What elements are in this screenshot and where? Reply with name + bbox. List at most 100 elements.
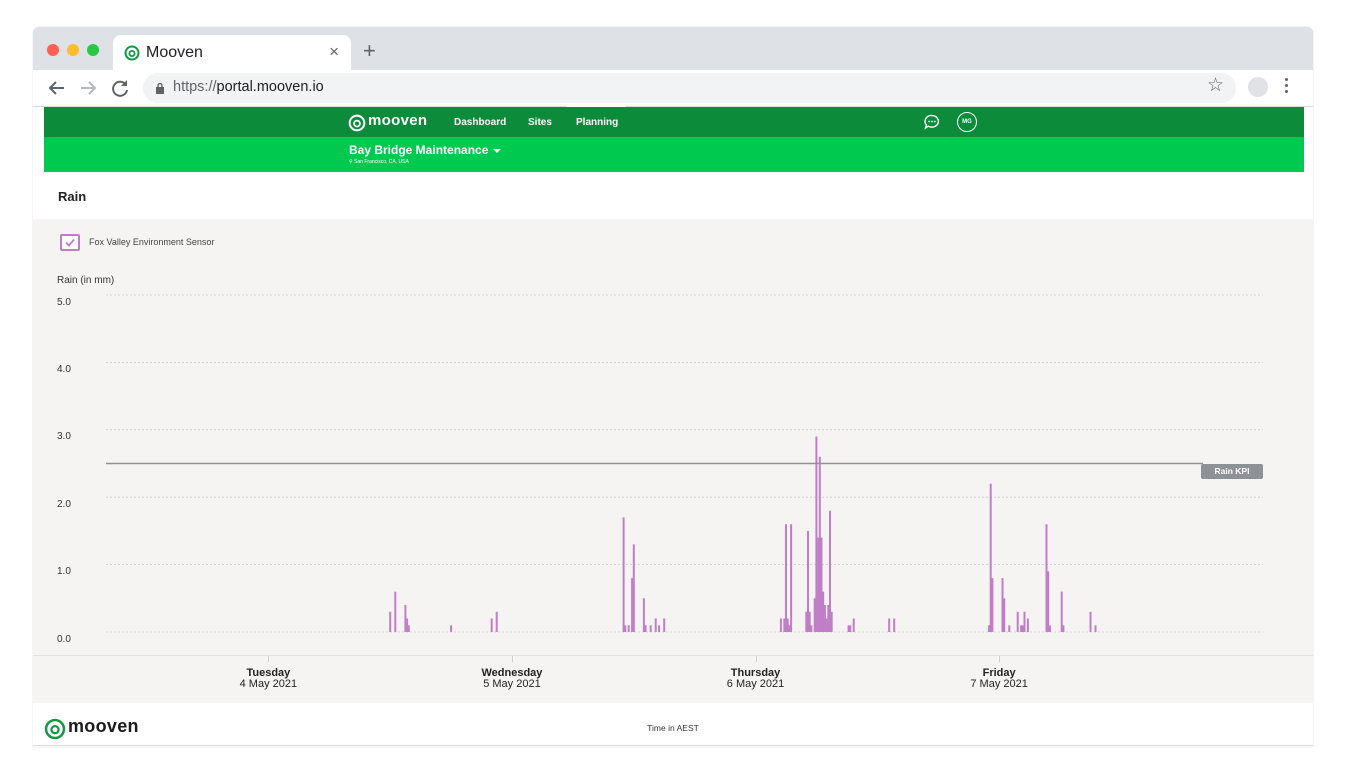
nav-dashboard[interactable]: Dashboard	[454, 117, 507, 128]
rain-bar[interactable]	[893, 618, 896, 633]
rain-bar[interactable]	[1003, 598, 1006, 632]
rain-bar[interactable]	[790, 524, 793, 632]
rain-bar[interactable]	[827, 605, 830, 632]
chat-icon[interactable]	[923, 113, 941, 131]
maximize-window-button[interactable]	[87, 44, 99, 56]
rain-bar[interactable]	[808, 611, 811, 632]
rain-bar[interactable]	[825, 618, 828, 633]
browser-tab[interactable]: Mooven ×	[113, 35, 351, 70]
close-tab-icon[interactable]: ×	[329, 42, 339, 61]
rain-bar[interactable]	[805, 611, 808, 632]
rain-bar[interactable]	[642, 598, 645, 632]
rain-bar[interactable]	[1016, 611, 1019, 632]
rain-bar[interactable]	[852, 618, 855, 633]
rain-bar[interactable]	[622, 517, 625, 632]
site-header: Bay Bridge Maintenance ⚲ San Francisco, …	[44, 137, 1304, 172]
rain-bar[interactable]	[1008, 625, 1011, 632]
rain-bar[interactable]	[1048, 625, 1051, 632]
rain-bar[interactable]	[404, 605, 407, 632]
app-page: mooven Dashboard Sites Planning MG Bay B…	[33, 104, 1313, 747]
rain-bar[interactable]	[406, 618, 409, 633]
close-window-button[interactable]	[47, 44, 59, 56]
nav-sites[interactable]: Sites	[528, 117, 552, 128]
rain-bar[interactable]	[815, 436, 818, 633]
rain-chart: Fox Valley Environment Sensor Rain (in m…	[33, 219, 1313, 703]
rain-bar[interactable]	[389, 611, 392, 632]
user-avatar[interactable]: MG	[957, 112, 977, 132]
minimize-window-button[interactable]	[67, 44, 79, 56]
rain-bar[interactable]	[823, 605, 826, 632]
x-tick-date: 6 May 2021	[726, 678, 785, 690]
rain-bar[interactable]	[988, 625, 990, 632]
tab-title: Mooven	[146, 44, 203, 61]
rain-bar[interactable]	[1020, 625, 1023, 632]
back-arrow-icon[interactable]	[45, 76, 69, 100]
rain-bar[interactable]	[822, 591, 825, 632]
rain-bar[interactable]	[1094, 625, 1097, 632]
rain-bar[interactable]	[810, 625, 813, 632]
reload-icon[interactable]	[108, 76, 132, 100]
x-tick	[999, 656, 1001, 662]
rain-bar[interactable]	[1001, 578, 1004, 632]
rain-bar[interactable]	[495, 611, 498, 632]
rain-bar[interactable]	[818, 456, 821, 632]
y-tick-label: 3.0	[57, 431, 71, 442]
rain-bar[interactable]	[394, 591, 397, 632]
rain-bar[interactable]	[1023, 611, 1026, 632]
rain-bar[interactable]	[783, 618, 786, 633]
rain-bar[interactable]	[1089, 611, 1092, 632]
rain-bar[interactable]	[450, 625, 453, 632]
rain-bar[interactable]	[788, 625, 791, 632]
rain-bar[interactable]	[888, 618, 891, 633]
y-tick-label: 1.0	[57, 566, 71, 577]
new-tab-icon[interactable]: +	[363, 38, 376, 63]
forward-arrow-icon[interactable]	[76, 76, 100, 100]
profile-avatar[interactable]	[1248, 77, 1268, 97]
legend-checkbox[interactable]	[60, 234, 80, 251]
rain-bar[interactable]	[820, 537, 823, 632]
x-tick-day: Friday	[982, 667, 1016, 679]
rain-bar[interactable]	[807, 530, 809, 632]
x-tick-label: Friday 7 May 2021	[939, 668, 1059, 690]
rain-bar[interactable]	[991, 578, 994, 632]
rain-bar[interactable]	[813, 598, 816, 632]
rain-bar[interactable]	[830, 611, 833, 632]
y-tick-label: 0.0	[57, 634, 71, 645]
rain-bar[interactable]	[658, 625, 661, 632]
rain-bar[interactable]	[847, 625, 850, 632]
rain-bar[interactable]	[1062, 625, 1065, 632]
rain-bar[interactable]	[779, 618, 782, 633]
rain-bar[interactable]	[1021, 625, 1024, 632]
rain-bar[interactable]	[627, 625, 630, 632]
url-text: https://portal.mooven.io	[173, 79, 324, 95]
rain-bar[interactable]	[490, 618, 493, 633]
rain-bar[interactable]	[1045, 524, 1048, 632]
rain-bar[interactable]	[632, 544, 635, 632]
rain-bar[interactable]	[849, 625, 852, 632]
rain-bar[interactable]	[624, 625, 627, 632]
divider	[33, 745, 1313, 746]
rain-bar[interactable]	[1047, 571, 1050, 632]
plot-area	[106, 294, 1263, 633]
rain-bar[interactable]	[644, 625, 647, 632]
rain-bar[interactable]	[663, 618, 666, 633]
rain-bar[interactable]	[786, 618, 789, 633]
rain-bar[interactable]	[631, 578, 634, 632]
nav-planning[interactable]: Planning	[576, 117, 619, 128]
rain-bar[interactable]	[649, 625, 652, 632]
rain-bar[interactable]	[1060, 591, 1063, 632]
lock-icon	[156, 82, 164, 94]
rain-bar[interactable]	[407, 625, 410, 632]
rain-bar[interactable]	[989, 483, 992, 632]
x-tick-date: 5 May 2021	[483, 678, 541, 690]
rain-bar[interactable]	[829, 510, 831, 632]
bookmark-star-icon[interactable]: ☆	[1207, 75, 1225, 96]
x-axis: Tuesday 4 May 2021 Wednesday 5 May 2021 Thur…	[33, 655, 1313, 703]
browser-menu-icon[interactable]	[1285, 78, 1289, 98]
site-selector[interactable]: Bay Bridge Maintenance	[349, 143, 502, 157]
rain-bar[interactable]	[1026, 618, 1029, 633]
rain-bar[interactable]	[654, 618, 657, 633]
rain-bar[interactable]	[785, 524, 787, 632]
address-bar[interactable]: https://portal.mooven.io	[143, 73, 1236, 103]
rain-bar[interactable]	[817, 537, 820, 632]
